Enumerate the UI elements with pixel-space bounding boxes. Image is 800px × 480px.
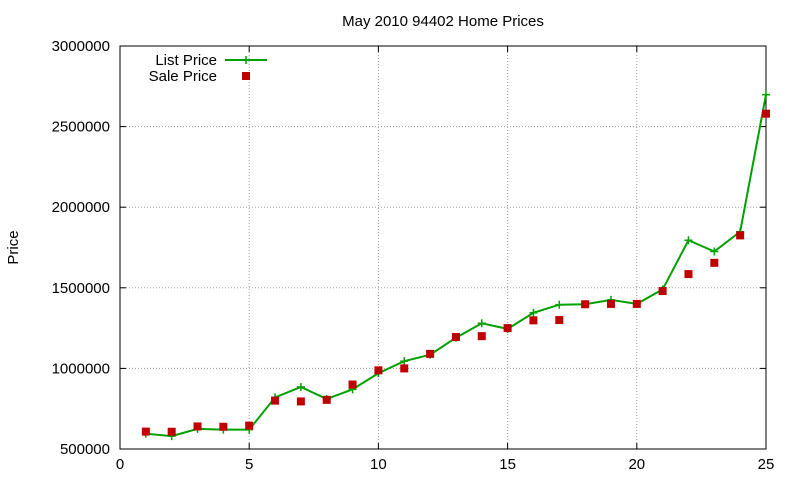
list-price-point <box>529 308 538 317</box>
sale-price-point <box>658 287 667 296</box>
sale-price-point <box>684 270 693 279</box>
sale-price-point <box>245 421 254 430</box>
list-price-point <box>762 90 770 99</box>
grid <box>120 46 766 449</box>
sale-price-point <box>322 395 331 404</box>
sale-price-point <box>141 427 150 436</box>
axes: 0 5 10 15 20 25 500000 1000000 1500000 2000000 250… <box>52 38 775 473</box>
legend-plus-swatch <box>242 56 250 64</box>
x-tick-label: 25 <box>758 456 775 473</box>
y-tick-label: 2000000 <box>52 199 110 216</box>
sale-price-point <box>271 396 280 405</box>
legend-item: Sale Price <box>149 68 250 85</box>
list-price-point <box>400 357 409 366</box>
sale-price-point <box>632 299 641 308</box>
y-axis-title: Price <box>5 230 22 264</box>
sale-price-point <box>606 299 615 308</box>
sale-price-point <box>503 324 512 333</box>
series-sale-price <box>141 109 770 436</box>
series-list-price <box>141 90 770 441</box>
x-tick-label: 10 <box>370 456 387 473</box>
chart-title: May 2010 94402 Home Prices <box>342 13 544 30</box>
sale-price-point <box>167 427 176 436</box>
list-price-point <box>684 236 693 245</box>
x-tick-label: 5 <box>245 456 253 473</box>
sale-price-point <box>348 380 357 389</box>
y-tick-label: 3000000 <box>52 38 110 55</box>
sale-price-point <box>710 258 719 267</box>
sale-price-point <box>193 422 202 431</box>
sale-price-point <box>451 332 460 341</box>
sale-price-point <box>762 109 770 118</box>
sale-price-point <box>555 316 564 325</box>
sale-price-point <box>477 332 486 341</box>
list-price-point <box>296 382 305 391</box>
list-price-line <box>145 94 767 438</box>
legend-item: List Price <box>155 52 267 69</box>
legend-label: List Price <box>155 52 217 69</box>
plot-frame <box>119 45 767 450</box>
sale-price-point <box>426 349 435 358</box>
series-group <box>141 90 770 441</box>
sale-price-point <box>374 366 383 375</box>
list-price-point <box>555 300 564 309</box>
list-price-point <box>477 319 486 328</box>
y-tick-label: 500000 <box>60 441 110 458</box>
sale-price-point <box>736 231 745 240</box>
sale-price-point <box>581 300 590 309</box>
y-tick-label: 1500000 <box>52 280 110 297</box>
legend-square-swatch <box>242 72 250 80</box>
sale-price-point <box>219 422 228 431</box>
sale-price-point <box>296 397 305 406</box>
list-price-point <box>710 247 719 256</box>
x-tick-label: 20 <box>628 456 645 473</box>
x-tick-label: 15 <box>499 456 516 473</box>
y-tick-label: 2500000 <box>52 119 110 136</box>
x-tick-label: 0 <box>116 456 124 473</box>
sale-price-point <box>529 316 538 325</box>
sale-price-point <box>400 364 409 373</box>
y-tick-label: 1000000 <box>52 360 110 377</box>
legend-label: Sale Price <box>149 68 217 85</box>
